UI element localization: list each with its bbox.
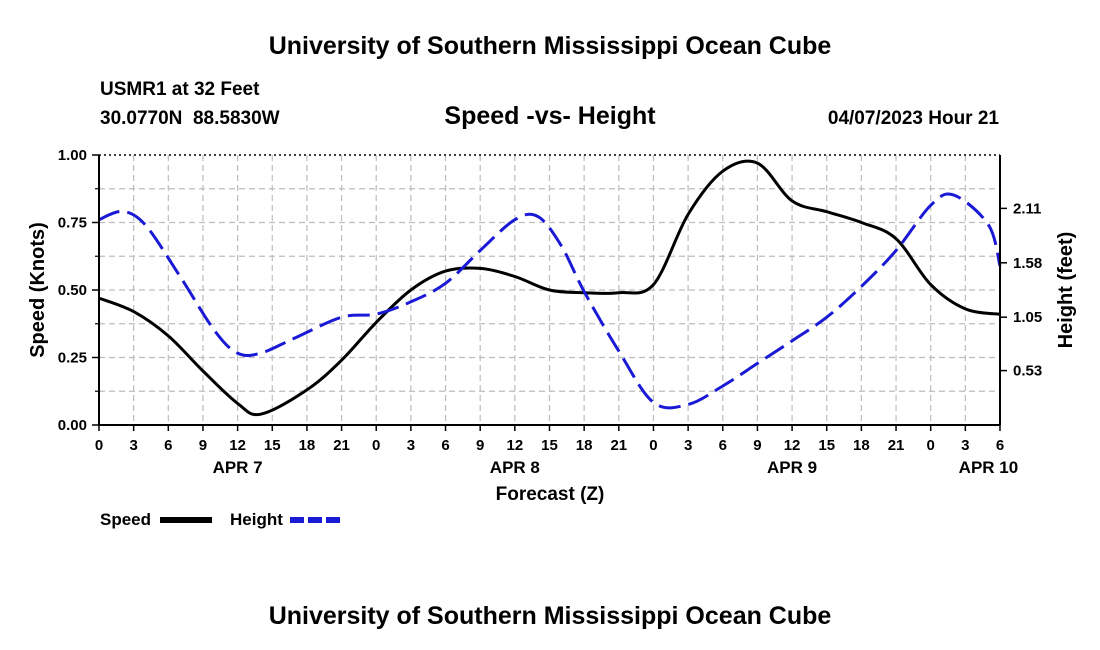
y-tick-label-left: 0.00 <box>58 417 87 434</box>
x-tick-label: 15 <box>818 437 835 454</box>
y-tick-label-left: 0.75 <box>58 215 87 232</box>
x-tick-label: 6 <box>164 437 172 454</box>
legend-height-label: Height <box>230 510 283 529</box>
footer-title: University of Southern Mississippi Ocean… <box>269 602 832 630</box>
day-label: APR 9 <box>767 458 817 477</box>
y-tick-label-left: 1.00 <box>58 147 87 164</box>
x-tick-label: 6 <box>996 437 1004 454</box>
x-axis-label: Forecast (Z) <box>496 484 605 505</box>
day-label: APR 10 <box>959 458 1019 477</box>
x-tick-label: 0 <box>372 437 380 454</box>
x-tick-label: 9 <box>476 437 484 454</box>
y-axis-label-left: Speed (Knots) <box>27 222 49 358</box>
legend-speed-label: Speed <box>100 510 151 529</box>
y-tick-label-right: 0.53 <box>1013 363 1042 380</box>
axes: 0 3 6 9 12 15 18 21 0 3 6 9 12 15 18 21 0 3 6 9 12 15 18 21 0 3 6 0… <box>58 147 1042 477</box>
x-tick-label: 18 <box>299 437 316 454</box>
station-label: USMR1 at 32 Feet <box>100 79 260 100</box>
series-line-height <box>98 192 1002 410</box>
x-tick-label: 21 <box>610 437 627 454</box>
x-tick-label: 9 <box>753 437 761 454</box>
x-tick-label: 0 <box>927 437 935 454</box>
x-tick-label: 3 <box>961 437 969 454</box>
x-tick-label: 18 <box>576 437 593 454</box>
x-tick-label: 12 <box>229 437 246 454</box>
x-tick-label: 6 <box>441 437 449 454</box>
chart-title: University of Southern Mississippi Ocean… <box>269 32 832 60</box>
day-label: APR 7 <box>213 458 263 477</box>
x-tick-label: 12 <box>507 437 524 454</box>
x-tick-label: 0 <box>95 437 103 454</box>
x-tick-label: 0 <box>649 437 657 454</box>
x-tick-label: 12 <box>784 437 801 454</box>
timestamp-label: 04/07/2023 Hour 21 <box>828 108 1000 129</box>
legend: Speed Height <box>100 510 342 529</box>
chart-subtitle: Speed -vs- Height <box>444 102 656 130</box>
y-tick-label-right: 1.58 <box>1013 255 1042 272</box>
x-tick-label: 9 <box>199 437 207 454</box>
y-tick-label-right: 2.11 <box>1013 200 1041 217</box>
x-tick-label: 21 <box>888 437 905 454</box>
x-tick-label: 3 <box>129 437 137 454</box>
x-tick-label: 15 <box>541 437 558 454</box>
day-label: APR 8 <box>490 458 540 477</box>
series-layer <box>98 159 1002 417</box>
x-tick-label: 3 <box>684 437 692 454</box>
x-tick-label: 21 <box>333 437 350 454</box>
x-tick-label: 3 <box>407 437 415 454</box>
x-tick-label: 18 <box>853 437 870 454</box>
y-tick-label-left: 0.50 <box>58 282 87 299</box>
y-tick-label-right: 1.05 <box>1013 309 1042 326</box>
x-tick-label: 6 <box>719 437 727 454</box>
coordinates-label: 30.0770N 88.5830W <box>100 108 280 129</box>
series-line-speed <box>98 159 1001 417</box>
y-axis-label-right: Height (feet) <box>1055 232 1077 349</box>
y-tick-label-left: 0.25 <box>58 350 87 367</box>
x-tick-label: 15 <box>264 437 281 454</box>
